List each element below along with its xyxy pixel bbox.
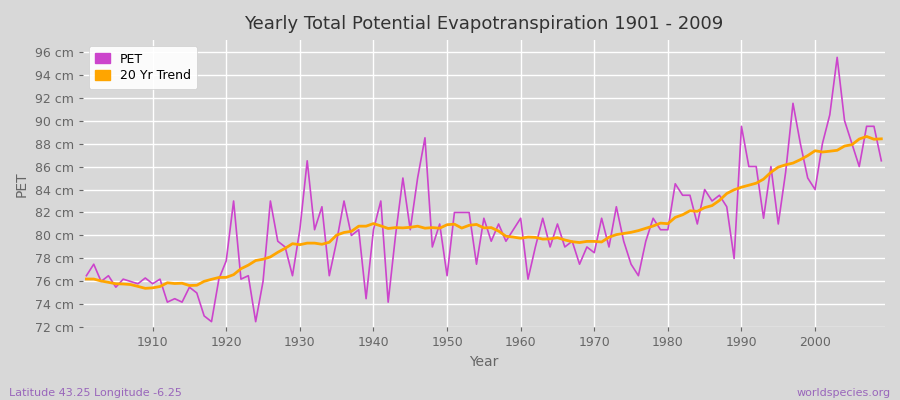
20 Yr Trend [876,136,886,141]
20 Yr Trend [310,241,320,246]
X-axis label: Year: Year [469,355,499,369]
PET [206,319,217,324]
Y-axis label: PET: PET [15,171,29,196]
PET [876,158,886,163]
20 Yr Trend [611,232,622,237]
20 Yr Trend [81,277,92,282]
Text: worldspecies.org: worldspecies.org [796,388,891,398]
20 Yr Trend [140,286,150,291]
Legend: PET, 20 Yr Trend: PET, 20 Yr Trend [89,46,197,89]
PET [354,227,364,232]
Title: Yearly Total Potential Evapotranspiration 1901 - 2009: Yearly Total Potential Evapotranspiratio… [244,15,724,33]
20 Yr Trend [861,134,872,139]
20 Yr Trend [148,286,158,290]
Line: 20 Yr Trend: 20 Yr Trend [86,136,881,288]
PET [81,273,92,278]
20 Yr Trend [516,236,526,241]
PET [140,276,150,280]
20 Yr Trend [354,224,364,228]
PET [832,55,842,60]
Text: Latitude 43.25 Longitude -6.25: Latitude 43.25 Longitude -6.25 [9,388,182,398]
PET [516,216,526,221]
PET [523,277,534,282]
PET [611,204,622,209]
Line: PET: PET [86,57,881,322]
20 Yr Trend [523,235,534,240]
PET [310,227,320,232]
